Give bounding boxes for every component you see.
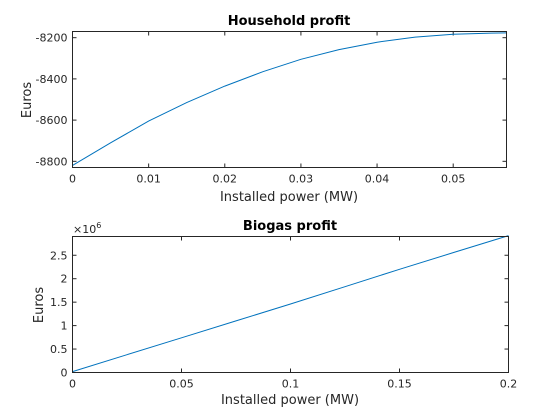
plot-title: Biogas profit (243, 219, 337, 234)
x-tick-label: 0 (69, 173, 76, 186)
axis-ticks: 0 0.05 0.1 0.15 0.2 0 0.5 1 1.5 2 2.5 (50, 236, 518, 391)
household-profit-line (72, 32, 507, 166)
y-axis-label: Euros (32, 287, 47, 323)
y-tick-label: 0.5 (50, 343, 68, 356)
y-tick-label: 1 (61, 320, 68, 333)
y-tick-label: 0 (61, 367, 68, 380)
x-tick-label: 0.05 (169, 378, 194, 391)
x-tick-label: 0.02 (213, 173, 238, 186)
axes-box (72, 236, 509, 373)
x-tick-label: 0.04 (365, 173, 390, 186)
biogas-profit-plot: Biogas profit Installed power (MW) Euros… (32, 219, 517, 408)
x-axis-label: Installed power (MW) (221, 393, 359, 408)
y-tick-label: -8800 (36, 155, 68, 168)
y-tick-label: 2.5 (50, 249, 68, 262)
plot-title: Household profit (228, 14, 351, 29)
y-tick-label: -8200 (36, 32, 68, 45)
y-axis-exponent: ×106 (73, 221, 101, 236)
x-axis-label: Installed power (MW) (220, 190, 358, 205)
x-tick-label: 0.05 (441, 173, 466, 186)
x-tick-label: 0.15 (387, 378, 412, 391)
x-tick-label: 0.1 (282, 378, 300, 391)
y-tick-label: 2 (61, 273, 68, 286)
x-tick-label: 0 (69, 378, 76, 391)
axes-box (72, 31, 507, 168)
household-profit-plot: Household profit Installed power (MW) Eu… (20, 14, 507, 205)
biogas-profit-line (72, 235, 509, 373)
y-tick-label: -8400 (36, 73, 68, 86)
x-tick-label: 0.01 (136, 173, 161, 186)
axis-ticks: 0 0.01 0.02 0.03 0.04 0.05 -8800 -8600 -8400 -820… (36, 31, 507, 186)
x-tick-label: 0.03 (289, 173, 314, 186)
x-tick-label: 0.2 (500, 378, 518, 391)
y-tick-label: -8600 (36, 114, 68, 127)
y-tick-label: 1.5 (50, 296, 68, 309)
y-axis-label: Euros (20, 82, 35, 118)
